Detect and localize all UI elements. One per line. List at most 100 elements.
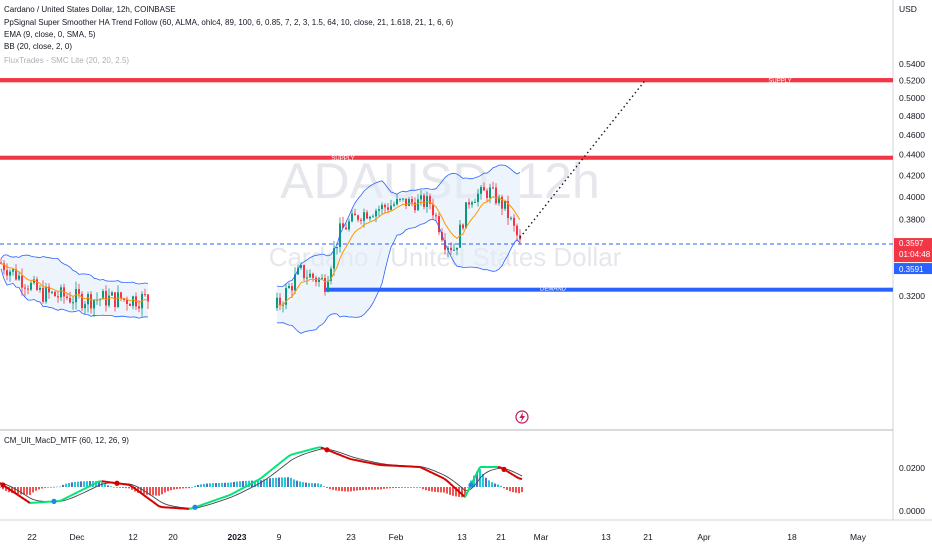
candle-body bbox=[57, 296, 59, 298]
candle-body bbox=[417, 199, 419, 211]
candle-body bbox=[438, 216, 440, 233]
supply-zone-lower-label: SUPPLY bbox=[331, 156, 354, 162]
candle-body bbox=[0, 262, 2, 264]
macd-line-segment bbox=[296, 451, 301, 455]
macd-histogram-bar bbox=[404, 487, 406, 488]
candle-body bbox=[312, 273, 314, 278]
macd-line-segment bbox=[155, 503, 160, 508]
demand-zone[interactable] bbox=[325, 287, 893, 292]
candle-body bbox=[357, 215, 359, 220]
macd-line-segment bbox=[437, 474, 442, 478]
candle-body bbox=[405, 198, 407, 206]
candle-body bbox=[66, 296, 68, 298]
price-axis-unit: USD bbox=[899, 4, 917, 14]
candle-body bbox=[48, 286, 50, 293]
bb-lower-band[interactable] bbox=[276, 219, 521, 334]
macd-line-segment bbox=[245, 483, 250, 488]
candle-body bbox=[108, 295, 110, 306]
macd-line-segment bbox=[314, 446, 319, 450]
macd-line-segment bbox=[212, 498, 217, 502]
macd-histogram-bar bbox=[62, 484, 64, 487]
candle-body bbox=[333, 248, 335, 269]
macd-histogram-bar bbox=[359, 487, 361, 491]
macd-histogram-bar bbox=[431, 487, 433, 492]
candle-body bbox=[144, 294, 146, 296]
time-tick: 2023 bbox=[228, 532, 247, 542]
price-tick: 0.5200 bbox=[899, 76, 925, 86]
macd-line-segment bbox=[308, 448, 313, 451]
macd-histogram-bar bbox=[440, 487, 442, 493]
macd-histogram-bar bbox=[83, 481, 85, 487]
macd-line-segment bbox=[269, 467, 274, 472]
macd-line-segment bbox=[344, 456, 349, 460]
macd-histogram-bar bbox=[497, 484, 499, 487]
candle-body bbox=[414, 202, 416, 211]
macd-line-segment bbox=[518, 477, 523, 480]
macd-signal-line[interactable] bbox=[0, 448, 523, 509]
macd-histogram-bar bbox=[197, 484, 199, 487]
legend-title[interactable]: Cardano / United States Dollar, 12h, COI… bbox=[4, 5, 176, 14]
bb-upper-band[interactable] bbox=[276, 164, 521, 287]
bb-upper-band[interactable] bbox=[0, 254, 149, 285]
macd-line-segment bbox=[11, 490, 16, 494]
price-tick: 0.3800 bbox=[899, 215, 925, 225]
macd-line-segment bbox=[26, 500, 31, 504]
event-marker[interactable] bbox=[515, 410, 529, 424]
candle-body bbox=[447, 247, 449, 250]
macd-histogram-bar bbox=[317, 483, 319, 487]
macd-line-segment bbox=[251, 480, 256, 485]
candle-body bbox=[102, 291, 104, 300]
candle-body bbox=[309, 273, 311, 278]
bb-lower-band[interactable] bbox=[0, 268, 149, 319]
candle-body bbox=[345, 227, 347, 230]
macd-histogram-bar bbox=[77, 481, 79, 487]
macd-histogram-bar bbox=[146, 487, 148, 495]
macd-histogram-bar bbox=[329, 487, 331, 490]
macd-line-segment bbox=[458, 490, 463, 496]
supply-zone-upper[interactable] bbox=[0, 78, 893, 83]
macd-title[interactable]: CM_Ult_MacD_MTF (60, 12, 26, 9) bbox=[4, 436, 129, 445]
macd-histogram-bar bbox=[128, 487, 130, 489]
macd-line-segment bbox=[254, 479, 259, 483]
candle-body bbox=[408, 199, 410, 206]
legend-indicator-smc[interactable]: FluxTrades - SMC Lite (20, 20, 2.5) bbox=[4, 56, 129, 65]
macd-histogram-bar bbox=[512, 487, 514, 493]
ema-line[interactable] bbox=[276, 196, 521, 306]
macd-histogram-bar bbox=[371, 487, 373, 490]
candle-body bbox=[462, 224, 464, 229]
macd-histogram-bar bbox=[293, 479, 295, 487]
macd-line-segment bbox=[8, 488, 13, 492]
candle-body bbox=[450, 247, 452, 251]
macd-line-segment bbox=[374, 463, 379, 466]
candle-body bbox=[45, 286, 47, 302]
ema-line[interactable] bbox=[0, 263, 149, 304]
macd-line-segment bbox=[230, 491, 235, 496]
macd-histogram-bar bbox=[338, 487, 340, 491]
candle-body bbox=[294, 274, 296, 291]
projection-path[interactable] bbox=[519, 80, 646, 239]
time-tick: Mar bbox=[534, 532, 549, 542]
macd-line-segment bbox=[209, 500, 214, 503]
candle-body bbox=[402, 198, 404, 200]
legend-indicator-bb[interactable]: BB (20, close, 2, 0) bbox=[4, 42, 72, 51]
macd-histogram-bar bbox=[467, 487, 469, 488]
macd-line-segment bbox=[68, 494, 73, 498]
macd-histogram-bar bbox=[446, 487, 448, 494]
macd-histogram-bar bbox=[269, 478, 271, 487]
candle-body bbox=[504, 201, 506, 209]
candle-body bbox=[324, 277, 326, 292]
macd-line-segment bbox=[284, 455, 289, 460]
macd-histogram-bar bbox=[320, 484, 322, 487]
legend-indicator-ema[interactable]: EMA (9, close, 0, SMA, 5) bbox=[4, 30, 96, 39]
legend-indicator-supersmoother[interactable]: PpSignal Super Smoother HA Trend Follow … bbox=[4, 18, 454, 27]
macd-line-segment bbox=[203, 502, 208, 506]
macd-histogram-bar bbox=[32, 487, 34, 493]
macd-line-segment bbox=[14, 492, 19, 496]
supply-zone-lower[interactable] bbox=[0, 155, 893, 160]
macd-line-segment bbox=[146, 496, 151, 501]
last-price-label: 0.3597 bbox=[899, 239, 924, 248]
candle-body bbox=[303, 264, 305, 279]
macd-line-segment bbox=[464, 490, 469, 498]
candle-body bbox=[87, 294, 89, 305]
